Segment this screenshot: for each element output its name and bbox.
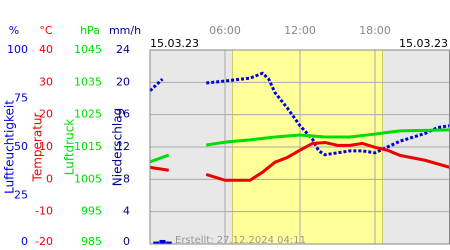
date-left: 15.03.23 [150,37,199,50]
y-tick-label: 10 [39,140,53,153]
axis-title: Luftdruck [63,119,77,176]
x-tick-label: 18:00 [359,24,391,37]
y-tick-label: 30 [39,75,53,88]
axis-title: Luftfeuchtigkeit [3,100,17,194]
date-right: 15.03.23 [399,37,448,50]
y-tick-label: -20 [35,235,53,248]
y-tick-label: 8 [123,172,130,185]
y-tick-label: 75 [14,92,28,105]
y-tick-label: -10 [35,205,53,218]
precip-bar [165,241,172,244]
precip-bar [153,241,160,244]
y-tick-label: 1015 [74,140,102,153]
y-tick-label: 0 [21,235,28,248]
axis-unit: °C [39,24,53,37]
axis-unit: mm/h [109,24,141,37]
y-tick-label: 16 [116,108,130,121]
note: Erstellt: 27.12.2024 04:11 [175,235,306,246]
y-tick-label: 50 [14,140,28,153]
series-line [149,140,450,182]
axis-title: Niederschlag [111,108,125,186]
y-tick-label: 1035 [74,75,102,88]
precip-bar [159,239,166,244]
y-tick-label: 1025 [74,108,102,121]
y-tick-label: 0 [46,172,53,185]
y-tick-label: 0 [123,235,130,248]
axis-unit: hPa [80,24,100,37]
y-tick-label: 12 [116,140,130,153]
y-tick-label: 4 [123,205,130,218]
y-tick-label: 985 [81,235,102,248]
y-tick-label: 20 [39,108,53,121]
y-tick-label: 100 [7,43,28,56]
y-tick-label: 1005 [74,172,102,185]
humidity-dots [148,71,450,157]
y-tick-label: 20 [116,75,130,88]
y-tick-label: 1045 [74,43,102,56]
y-tick-label: 995 [81,205,102,218]
y-tick-label: 24 [116,43,130,56]
y-tick-label: 25 [14,189,28,202]
x-tick-label: 06:00 [209,24,241,37]
axis-unit: % [9,24,19,37]
series-line [149,128,450,164]
y-tick-label: 40 [39,43,53,56]
x-tick-label: 12:00 [284,24,316,37]
axis-title: Temperatur [31,112,45,182]
